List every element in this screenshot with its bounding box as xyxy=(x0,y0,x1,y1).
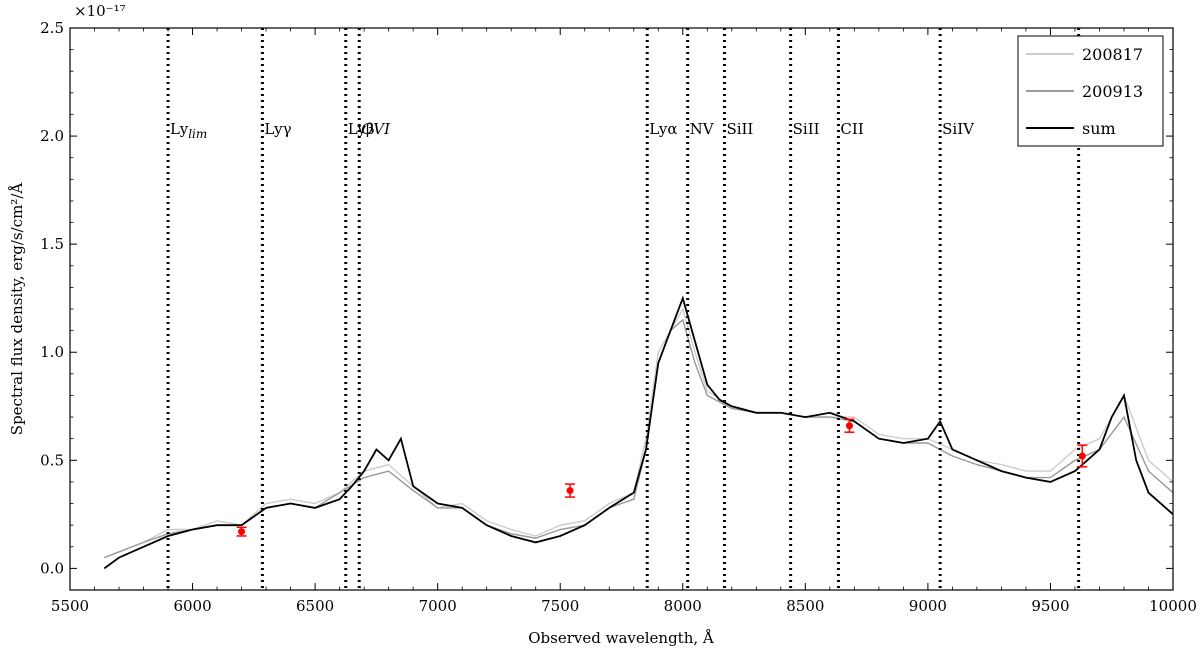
legend: 200817 200913 sum xyxy=(1017,35,1164,147)
emission-line-label: SiII xyxy=(793,120,820,138)
y-tick-label: 0.0 xyxy=(40,559,64,577)
y-tick-label: 1.0 xyxy=(40,343,64,361)
legend-label: 200817 xyxy=(1082,45,1143,64)
y-tick-label: 1.5 xyxy=(40,235,64,253)
photometry-point xyxy=(238,528,246,536)
y-tick-label: 2.0 xyxy=(40,127,64,145)
x-tick-label: 8000 xyxy=(664,597,702,615)
x-tick-label: 9000 xyxy=(909,597,947,615)
x-tick-label: 7500 xyxy=(541,597,579,615)
emission-line-label: Lyβ xyxy=(348,120,375,138)
series-line-200817 xyxy=(104,307,1174,559)
x-tick-label: 7000 xyxy=(419,597,457,615)
series-layer xyxy=(103,295,1174,570)
axis-ticks: 5500 6000 6500 7000 7500 8000 8500 9000 9500 1000… xyxy=(40,19,1197,615)
x-tick-label: 9500 xyxy=(1031,597,1069,615)
x-tick-label: 6500 xyxy=(296,597,334,615)
emission-line-label: OVI xyxy=(361,120,391,138)
legend-label: 200913 xyxy=(1082,82,1143,101)
series-line-200913 xyxy=(104,318,1174,559)
series-line-sum xyxy=(103,295,1174,570)
y-multiplier: ×10⁻¹⁷ xyxy=(74,2,126,20)
emission-line-label: SiII xyxy=(726,120,753,138)
emission-line-label: Lyα xyxy=(649,120,677,138)
photometry-point xyxy=(845,422,853,430)
y-axis-label: Spectral flux density, erg/s/cm²/Å xyxy=(8,183,26,436)
x-tick-label: 5500 xyxy=(51,597,89,615)
x-tick-label: 6000 xyxy=(173,597,211,615)
x-tick-label: 10000 xyxy=(1149,597,1197,615)
emission-line-label: Lyγ xyxy=(264,120,291,138)
emission-line-label: NV xyxy=(690,120,715,138)
emission-line-label: Lylim xyxy=(170,120,207,141)
x-tick-label: 8500 xyxy=(786,597,824,615)
photometry-point xyxy=(1078,452,1086,460)
photometry-point xyxy=(566,487,574,495)
legend-label: sum xyxy=(1082,119,1116,138)
emission-line-subscript: lim xyxy=(188,127,207,141)
x-axis-label: Observed wavelength, Å xyxy=(528,629,714,647)
photometry-points xyxy=(236,418,1088,537)
y-tick-label: 2.5 xyxy=(40,19,64,37)
plot-frame xyxy=(69,27,1174,591)
y-tick-label: 0.5 xyxy=(40,451,64,469)
emission-line-label: SiIV xyxy=(942,120,975,138)
emission-line-label: CII xyxy=(840,120,863,138)
